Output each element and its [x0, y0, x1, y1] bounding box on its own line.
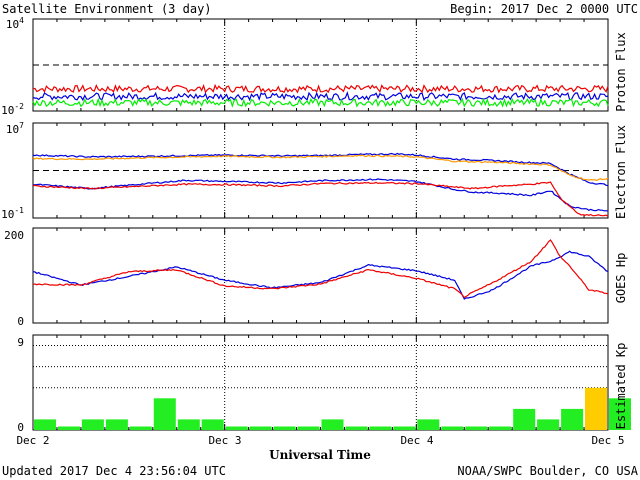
- proton-flux-label: Proton Flux: [614, 32, 628, 111]
- kp-bar: [441, 426, 464, 430]
- proton-series-red-0: [32, 83, 609, 94]
- electron-flux-label: Electron Flux: [614, 125, 628, 219]
- goes-hp-panel: [32, 227, 609, 324]
- estimated-kp-panel: [32, 334, 631, 431]
- kp-bar: [153, 398, 176, 430]
- x-tick-label: Dec 3: [208, 434, 241, 447]
- kp-bar: [537, 419, 560, 430]
- x-tick-label: Dec 4: [400, 434, 433, 447]
- kp-bar: [513, 408, 536, 430]
- kp-ymin-label: 0: [17, 421, 24, 434]
- kp-bar: [465, 426, 488, 430]
- kp-ymax-label: 9: [17, 336, 24, 349]
- goes-hp-label: GOES Hp: [614, 253, 628, 304]
- kp-bar: [345, 426, 368, 430]
- updated-timestamp: Updated 2017 Dec 4 23:56:04 UTC: [2, 464, 226, 478]
- plot-title: Satellite Environment (3 day): [2, 2, 212, 16]
- kp-bar: [417, 419, 440, 430]
- electron-ymax-label: 107: [6, 121, 24, 136]
- x-axis-title: Universal Time: [269, 448, 371, 462]
- hp-ymax-label: 200: [4, 229, 24, 242]
- kp-bar: [369, 426, 392, 430]
- electron-ymin-label: 10-1: [1, 206, 24, 221]
- proton-series-blue-1: [32, 91, 609, 102]
- kp-bar: [585, 387, 607, 430]
- credit-text: NOAA/SWPC Boulder, CO USA: [457, 464, 638, 478]
- kp-bar: [489, 426, 512, 430]
- proton-flux-panel: [32, 18, 609, 112]
- proton-ymax-label: 104: [6, 16, 24, 31]
- proton-frame: [32, 18, 609, 112]
- hp-ymin-label: 0: [17, 315, 24, 328]
- kp-bar: [201, 419, 224, 430]
- kp-bar: [297, 426, 320, 430]
- kp-bar: [225, 426, 248, 430]
- estimated-kp-label: Estimated Kp: [614, 343, 628, 430]
- proton-ymin-label: 10-2: [1, 102, 24, 117]
- kp-bar: [177, 419, 200, 430]
- proton-series-green-2: [32, 97, 609, 108]
- x-tick-label: Dec 5: [591, 434, 624, 447]
- electron-series-blue-2: [32, 178, 609, 212]
- kp-bar: [58, 426, 80, 430]
- electron-series-orange-1: [32, 154, 609, 182]
- hp-frame: [32, 227, 609, 324]
- kp-bar: [129, 426, 152, 430]
- kp-bar: [105, 419, 128, 430]
- kp-bar: [561, 408, 584, 430]
- hp-series-red-1: [32, 239, 609, 299]
- kp-bar: [81, 419, 104, 430]
- kp-bar: [393, 426, 416, 430]
- kp-bar: [273, 426, 296, 430]
- electron-series-red-3: [32, 181, 609, 217]
- x-tick-label: Dec 2: [16, 434, 49, 447]
- kp-bar: [249, 426, 272, 430]
- electron-frame: [32, 122, 609, 219]
- hp-series-blue-0: [32, 250, 609, 300]
- electron-series-blue-0: [32, 152, 609, 187]
- electron-flux-panel: [32, 122, 609, 219]
- kp-bar: [609, 398, 631, 430]
- kp-bar: [34, 419, 56, 430]
- begin-time: Begin: 2017 Dec 2 0000 UTC: [450, 2, 638, 16]
- kp-bar: [321, 419, 344, 430]
